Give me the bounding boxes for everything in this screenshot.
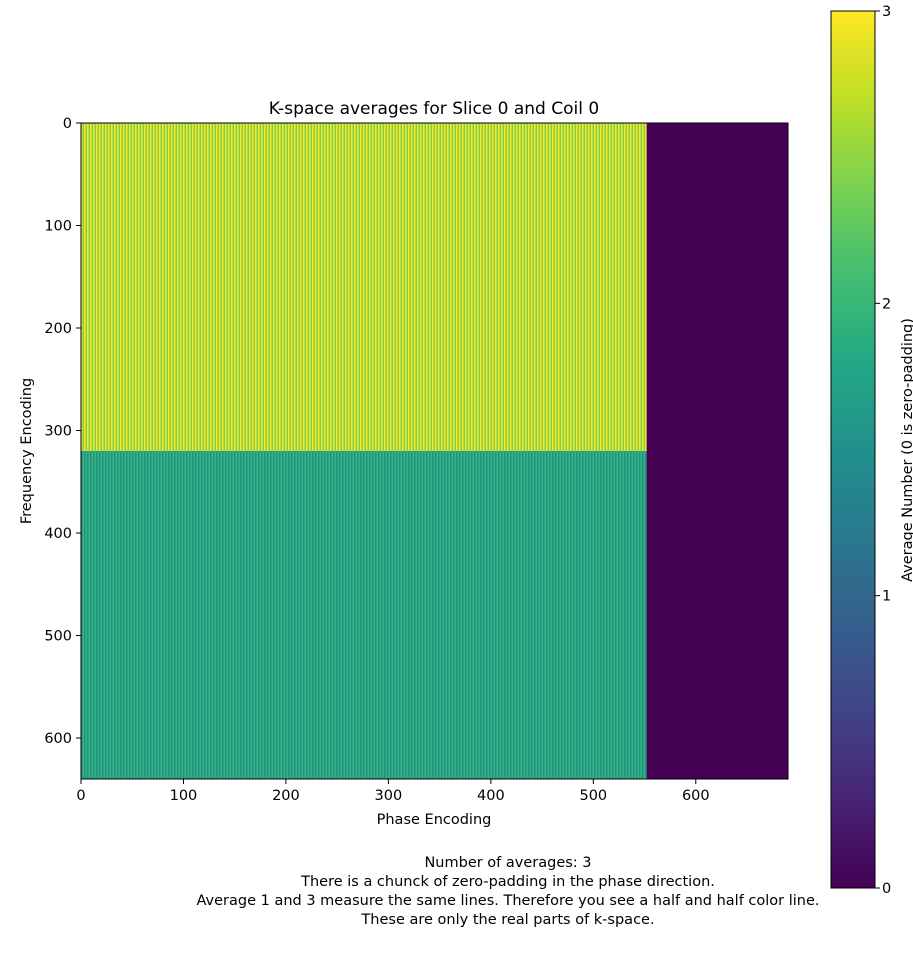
x-tick-label: 100 [170,788,198,804]
x-tick-label: 500 [579,788,607,804]
colorbar-ticks: 0 1 2 3 [875,4,891,897]
x-tick-label: 0 [76,788,85,804]
heatmap-region-2 [646,123,788,779]
heatmap-region-0 [81,123,647,451]
colorbar-tick-label: 3 [882,4,891,20]
colorbar [830,10,876,889]
y-axis-ticks: 0 100 200 300 400 500 600 [44,116,81,747]
caption-line-1: Number of averages: 3 [424,855,592,871]
colorbar-tick-label: 0 [882,881,891,897]
y-tick-label: 400 [44,526,72,542]
colorbar-tick-label: 2 [882,296,891,312]
y-tick-label: 300 [44,424,72,440]
x-axis-label: Phase Encoding [377,812,492,828]
caption-line-2: There is a chunck of zero-padding in the… [301,874,715,890]
x-tick-label: 400 [477,788,505,804]
colorbar-tick-label: 1 [882,589,891,605]
x-axis-ticks: 0 100 200 300 400 500 600 [76,779,710,804]
plot-frame [80,122,789,780]
y-tick-label: 500 [44,629,72,645]
y-tick-label: 0 [63,116,72,132]
x-tick-label: 600 [682,788,710,804]
y-axis-label: Frequency Encoding [19,378,35,524]
heatmap-region-1 [81,451,647,779]
colorbar-label: Average Number (0 is zero-padding) [900,318,913,582]
y-tick-label: 100 [44,219,72,235]
caption-line-4: These are only the real parts of k-space… [361,912,655,928]
caption-line-3: Average 1 and 3 measure the same lines. … [196,893,820,909]
y-tick-label: 600 [44,731,72,747]
y-tick-label: 200 [44,321,72,337]
heatmap-regions [81,123,788,779]
x-tick-label: 300 [375,788,403,804]
chart-title: K-space averages for Slice 0 and Coil 0 [269,99,599,119]
x-tick-label: 200 [272,788,300,804]
